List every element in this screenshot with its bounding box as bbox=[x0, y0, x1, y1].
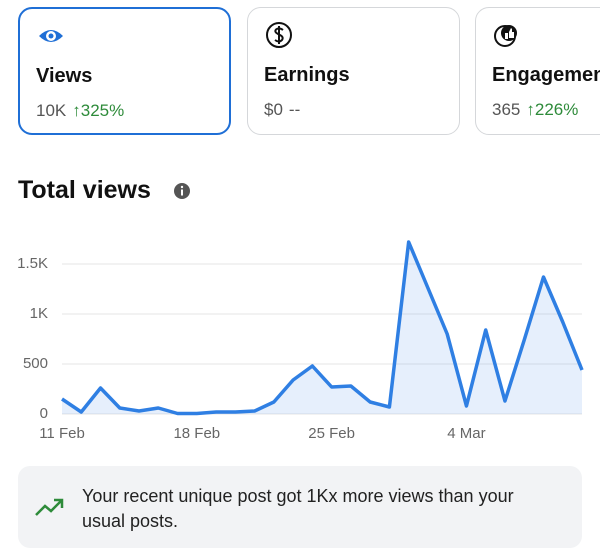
card-label: Earnings bbox=[264, 64, 350, 86]
earnings-card[interactable]: Earnings $0 -- bbox=[247, 7, 460, 135]
y-tick-label: 1.5K bbox=[17, 255, 48, 272]
insight-box: Your recent unique post got 1Kx more vie… bbox=[18, 466, 582, 548]
dollar-icon bbox=[266, 22, 292, 48]
chart-title: Total views bbox=[18, 176, 151, 204]
card-value-row: 10K ↑325% bbox=[36, 101, 124, 121]
y-tick-label: 0 bbox=[40, 405, 48, 422]
card-value: 365 bbox=[492, 100, 521, 119]
card-change: ↑226% bbox=[526, 100, 579, 119]
area bbox=[62, 242, 582, 414]
x-tick-label: 4 Mar bbox=[447, 425, 485, 442]
insight-text: Your recent unique post got 1Kx more vie… bbox=[82, 486, 514, 531]
y-tick-label: 500 bbox=[23, 355, 48, 372]
x-tick-label: 25 Feb bbox=[308, 425, 355, 442]
card-label: Views bbox=[36, 65, 93, 87]
card-value: 10K bbox=[36, 101, 67, 120]
engagement-icon bbox=[494, 25, 517, 47]
views-card[interactable]: Views 10K ↑325% bbox=[18, 7, 231, 135]
x-tick-label: 18 Feb bbox=[173, 425, 220, 442]
card-value: $0 bbox=[264, 100, 283, 119]
engagement-card[interactable]: Engagement 365 ↑226% bbox=[475, 7, 600, 135]
line bbox=[61, 240, 584, 416]
y-tick-label: 1K bbox=[30, 305, 48, 322]
card-value-row: $0 -- bbox=[264, 100, 300, 120]
card-change: -- bbox=[288, 100, 301, 119]
card-value-row: 365 ↑226% bbox=[492, 100, 578, 120]
info-icon[interactable] bbox=[173, 182, 191, 200]
card-label: Engagement bbox=[492, 64, 600, 86]
trend-icon bbox=[35, 498, 64, 516]
eye-icon bbox=[39, 30, 63, 42]
card-change: ↑325% bbox=[72, 101, 125, 120]
chart: 0 500 1K 1.5K 11 Feb 18 Feb 25 Feb 4 Mar bbox=[17, 240, 584, 442]
x-tick-label: 11 Feb bbox=[39, 425, 85, 442]
